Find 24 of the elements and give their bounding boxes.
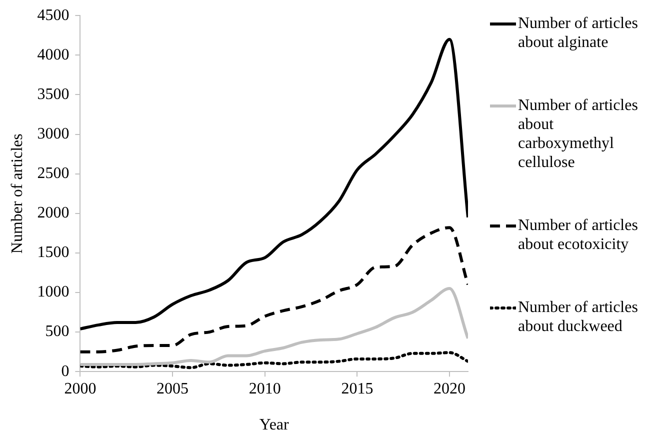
legend-label: Number of articles about duckweed	[518, 298, 639, 336]
y-tick-label: 2000	[37, 204, 70, 222]
x-tick-label: 2000	[64, 380, 96, 398]
y-tick-label: 4500	[37, 6, 70, 24]
x-tick-label: 2005	[156, 380, 189, 398]
y-tick-label: 3500	[37, 86, 70, 103]
legend-label: Number of articles about ecotoxicity	[518, 216, 639, 254]
line-series	[80, 226, 468, 354]
y-tick-label: 1500	[37, 244, 70, 262]
y-tick-label: 0	[61, 362, 70, 380]
x-axis-title: Year	[259, 416, 290, 434]
x-tick-label: 2015	[341, 380, 374, 398]
line-series	[80, 351, 468, 370]
y-tick-label: 2500	[37, 165, 70, 182]
y-tick-label: 1000	[37, 284, 70, 301]
y-tick-label: 4000	[37, 46, 70, 64]
y-tick-label: 3000	[37, 125, 70, 142]
x-tick-label: 2010	[248, 380, 281, 398]
y-tick-label: 500	[45, 323, 70, 340]
x-tick-label: 2020	[434, 380, 466, 398]
legend-label: Number of articles about carboxymethyl cellulose	[518, 96, 639, 172]
y-axis-title: Number of articles	[8, 134, 26, 254]
line-series	[80, 38, 468, 330]
legend-label: Number of articles about alginate	[518, 14, 639, 52]
